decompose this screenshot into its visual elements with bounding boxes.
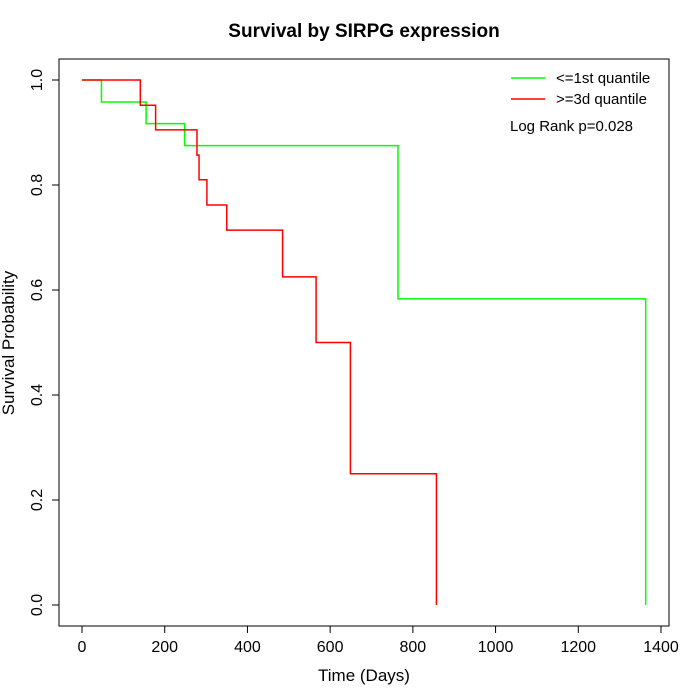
x-tick-label: 1000 [478, 639, 514, 656]
y-tick-label: 0.8 [29, 174, 46, 196]
chart-title: Survival by SIRPG expression [228, 21, 499, 42]
x-tick-label: 0 [78, 639, 87, 656]
x-axis: 0 200 400 600 800 1000 1200 1400 [78, 625, 679, 656]
y-tick-label: 0.6 [29, 279, 46, 301]
y-tick-label: 0.4 [29, 384, 46, 406]
y-tick-label: 0.2 [29, 489, 46, 511]
y-axis-label: Survival Probability [0, 270, 18, 415]
x-tick-label: 200 [151, 639, 178, 656]
y-tick-label: 0.0 [29, 594, 46, 616]
x-tick-label: 600 [317, 639, 344, 656]
series-line-low [82, 79, 647, 605]
legend-label-low: <=1st quantile [556, 70, 650, 87]
legend: <=1st quantile >=3d quantile [511, 70, 650, 108]
log-rank-annotation: Log Rank p=0.028 [510, 118, 633, 135]
plot-area-frame [58, 58, 670, 627]
x-tick-label: 800 [400, 639, 427, 656]
y-tick-label: 1.0 [29, 69, 46, 91]
y-axis: 0.0 0.2 0.4 0.6 0.8 1.0 [29, 69, 60, 616]
series-layer [82, 79, 647, 605]
x-tick-label: 400 [234, 639, 261, 656]
series-line-high [82, 79, 438, 605]
legend-label-high: >=3d quantile [556, 91, 647, 108]
x-tick-label: 1400 [643, 639, 679, 656]
x-tick-label: 1200 [560, 639, 596, 656]
x-axis-label: Time (Days) [318, 666, 410, 685]
